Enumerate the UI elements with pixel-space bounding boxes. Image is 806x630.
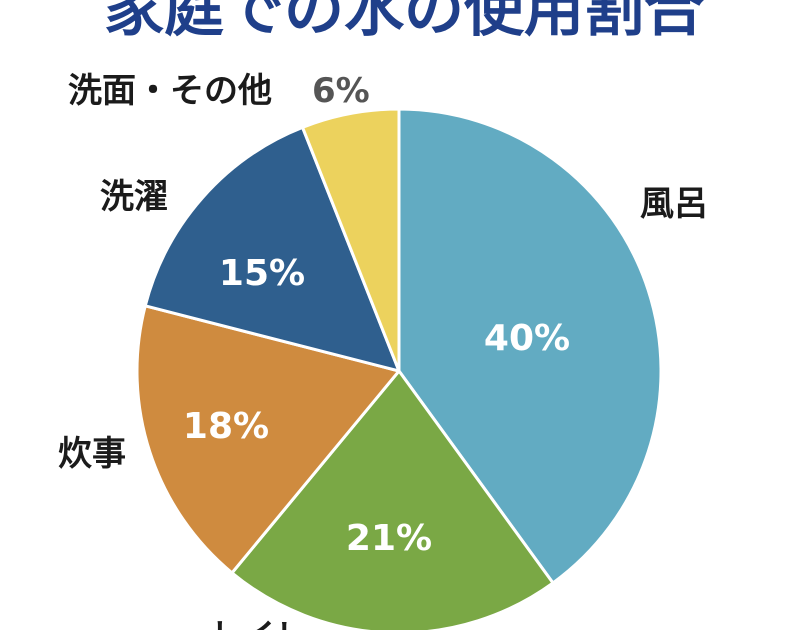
slice-value-1: 40%	[484, 318, 570, 359]
pie-slice-1	[397, 107, 663, 585]
slice-label-4: 洗濯	[100, 177, 168, 217]
pie-slices	[135, 107, 663, 630]
pie-slice-3	[135, 304, 401, 575]
pie-slice-2	[230, 369, 555, 630]
slice-label-1: 風呂	[640, 184, 708, 224]
slice-value-4: 15%	[219, 253, 305, 294]
slice-value-3: 18%	[183, 406, 269, 447]
pie-slice-5	[301, 107, 401, 373]
pie-slice-4	[143, 125, 401, 373]
chart-title: 家庭での水の使用割合	[104, 0, 704, 45]
slice-label-5: 洗面・その他	[68, 71, 272, 111]
slice-value-2: 21%	[346, 518, 432, 559]
pie-labels: 風呂 40% トイレ 21% 炊事 18% 洗濯 15% 洗面・その他 6%	[58, 71, 708, 630]
slice-label-3: 炊事	[58, 434, 126, 474]
slice-value-5: 6%	[312, 71, 370, 111]
slice-label-2: トイレ	[207, 617, 309, 630]
